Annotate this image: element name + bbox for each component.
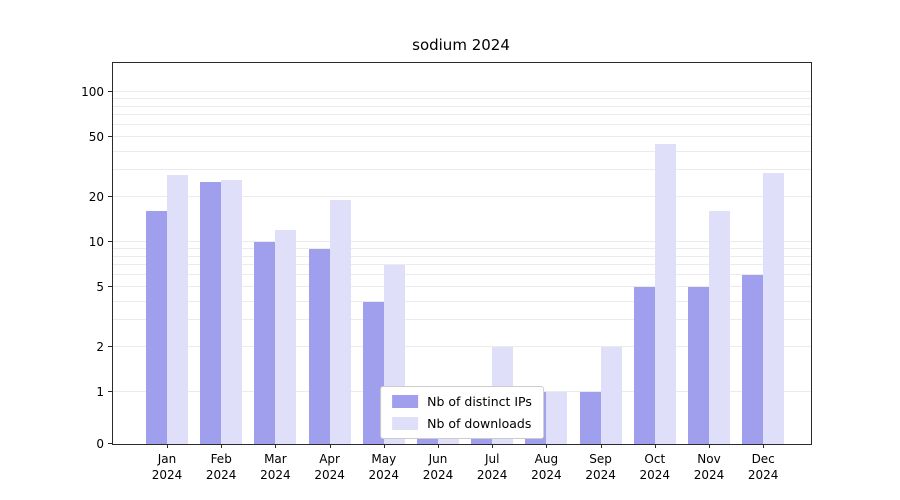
legend-entry-distinct-ips: Nb of distinct IPs xyxy=(392,394,532,409)
x-axis-tick xyxy=(221,444,223,448)
y-axis-tick-label: 1 xyxy=(96,385,104,399)
gridline xyxy=(113,241,811,242)
bar-distinct-ips xyxy=(688,287,709,444)
gridline xyxy=(113,274,811,276)
bar-distinct-ips xyxy=(308,248,330,444)
x-axis-tick xyxy=(329,444,331,448)
gridline xyxy=(113,124,811,126)
gridline xyxy=(113,169,811,171)
x-axis-tick-label: Oct 2024 xyxy=(639,452,671,482)
x-axis-tick xyxy=(654,444,656,448)
bar-distinct-ips xyxy=(579,392,601,444)
gridline xyxy=(113,264,811,266)
bar-distinct-ips xyxy=(362,301,384,444)
legend-label-downloads: Nb of downloads xyxy=(427,416,532,431)
y-axis-tick xyxy=(108,241,113,242)
legend-swatch-downloads xyxy=(392,417,419,430)
x-axis-tick-label: Nov 2024 xyxy=(693,452,725,482)
x-axis-tick xyxy=(709,444,710,448)
x-axis-tick xyxy=(383,444,385,448)
bar-distinct-ips xyxy=(200,182,222,444)
x-axis-tick-label: Feb 2024 xyxy=(205,452,237,482)
gridline xyxy=(113,150,811,152)
bar-distinct-ips xyxy=(254,242,276,444)
gridline xyxy=(113,247,811,249)
gridline xyxy=(113,136,811,138)
gridline xyxy=(113,255,811,257)
y-axis-tick xyxy=(108,443,113,444)
bar-distinct-ips xyxy=(146,211,167,444)
x-axis-tick xyxy=(438,444,439,448)
y-axis-tick xyxy=(108,391,113,392)
gridline xyxy=(113,105,811,107)
bar-distinct-ips xyxy=(742,275,764,444)
y-axis-tick-label: 10 xyxy=(88,235,104,249)
legend-label-distinct-ips: Nb of distinct IPs xyxy=(427,394,532,409)
plot-area: Nb of distinct IPs Nb of downloads 0 1 2 5 1… xyxy=(81,62,812,482)
x-axis-tick-label: Sep 2024 xyxy=(585,452,616,482)
gridline xyxy=(113,300,811,302)
x-axis-tick-label: Aug 2024 xyxy=(531,452,562,482)
gridline xyxy=(113,286,811,288)
y-axis-tick-label: 5 xyxy=(96,280,104,295)
y-axis-tick xyxy=(108,91,113,92)
gridline xyxy=(113,114,811,116)
bar-downloads xyxy=(329,200,351,444)
bar-downloads xyxy=(546,392,568,444)
legend-swatch-distinct-ips xyxy=(392,395,419,408)
bar-downloads xyxy=(167,174,188,444)
x-axis-tick-label: Jun 2024 xyxy=(422,452,454,482)
y-axis-tick xyxy=(108,136,113,138)
x-axis-tick xyxy=(546,444,548,448)
y-axis-tick-label: 2 xyxy=(96,339,104,354)
y-axis-tick-label: 50 xyxy=(88,130,104,145)
bar-downloads xyxy=(763,172,785,444)
gridline xyxy=(113,91,811,92)
x-axis-tick xyxy=(763,444,765,448)
x-axis-tick-label: Mar 2024 xyxy=(260,452,291,482)
x-axis-tick-label: May 2024 xyxy=(368,452,400,482)
bar-downloads xyxy=(600,346,622,444)
bar-downloads xyxy=(709,211,730,444)
bar-downloads xyxy=(275,230,297,444)
y-axis-tick-label: 20 xyxy=(88,189,104,204)
x-axis-tick xyxy=(167,444,168,448)
bar-distinct-ips xyxy=(633,287,655,444)
gridline xyxy=(113,319,811,321)
chart-title: sodium 2024 xyxy=(412,36,510,54)
x-axis-tick-label: Apr 2024 xyxy=(314,452,345,482)
bar-downloads xyxy=(221,179,243,444)
gridline xyxy=(113,195,811,197)
legend-entry-downloads: Nb of downloads xyxy=(392,416,532,431)
bar-downloads xyxy=(654,144,676,444)
x-axis-tick xyxy=(600,444,602,448)
x-axis-tick-label: Jan 2024 xyxy=(151,452,183,482)
y-axis-tick-label: 100 xyxy=(81,85,104,99)
chart-legend: Nb of distinct IPs Nb of downloads xyxy=(380,386,544,439)
x-axis-tick xyxy=(275,444,277,448)
x-axis-tick-label: Dec 2024 xyxy=(747,452,779,482)
y-axis-tick xyxy=(108,286,113,288)
y-axis-tick xyxy=(108,345,113,347)
gridline xyxy=(113,345,811,347)
x-axis-tick xyxy=(492,444,494,448)
x-axis-tick-label: Jul 2024 xyxy=(476,452,508,482)
y-axis-tick xyxy=(108,195,113,197)
gridline xyxy=(113,97,811,99)
y-axis-tick-label: 0 xyxy=(96,437,104,451)
